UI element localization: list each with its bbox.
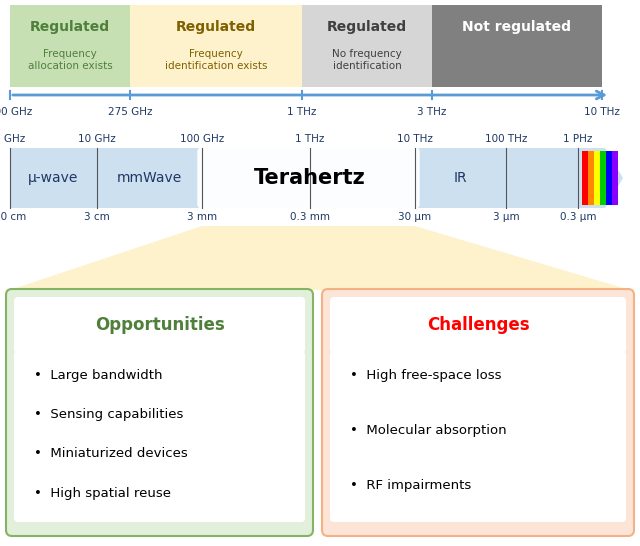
Text: 100 THz: 100 THz <box>485 134 527 144</box>
Text: 3 cm: 3 cm <box>84 212 110 222</box>
Text: 30 μm: 30 μm <box>399 212 431 222</box>
Text: Challenges: Challenges <box>427 316 529 334</box>
Bar <box>582 151 588 205</box>
Text: 10 THz: 10 THz <box>397 134 433 144</box>
Text: IR: IR <box>453 171 467 185</box>
FancyBboxPatch shape <box>14 297 305 353</box>
Polygon shape <box>10 226 630 290</box>
Bar <box>606 151 612 205</box>
FancyBboxPatch shape <box>330 351 626 522</box>
Text: •  Sensing capabilities: • Sensing capabilities <box>34 408 184 421</box>
Bar <box>600 151 606 205</box>
Text: •  Large bandwidth: • Large bandwidth <box>34 369 163 382</box>
Text: 3 μm: 3 μm <box>493 212 519 222</box>
FancyBboxPatch shape <box>322 289 634 536</box>
Bar <box>302 5 432 87</box>
Text: •  RF impairments: • RF impairments <box>350 479 471 492</box>
Text: mmWave: mmWave <box>116 171 182 185</box>
FancyBboxPatch shape <box>330 297 626 353</box>
Text: Regulated: Regulated <box>327 20 407 34</box>
Polygon shape <box>10 148 623 208</box>
Text: •  Molecular absorption: • Molecular absorption <box>350 424 507 437</box>
Text: •  High free-space loss: • High free-space loss <box>350 369 502 382</box>
Text: 0.3 mm: 0.3 mm <box>290 212 330 222</box>
Text: Frequency
identification exists: Frequency identification exists <box>164 49 268 71</box>
Text: 1 THz: 1 THz <box>287 107 317 117</box>
Text: 1 THz: 1 THz <box>295 134 324 144</box>
Text: Regulated: Regulated <box>176 20 256 34</box>
FancyBboxPatch shape <box>198 148 419 208</box>
Text: 1 GHz: 1 GHz <box>0 134 26 144</box>
Text: 100 GHz: 100 GHz <box>180 134 224 144</box>
Text: Opportunities: Opportunities <box>95 316 225 334</box>
Bar <box>432 5 602 87</box>
Text: 100 GHz: 100 GHz <box>0 107 32 117</box>
Text: 3 mm: 3 mm <box>187 212 217 222</box>
Text: •  High spatial reuse: • High spatial reuse <box>34 487 171 500</box>
Bar <box>130 5 302 87</box>
Text: μ-wave: μ-wave <box>28 171 78 185</box>
Bar <box>10 5 130 87</box>
Text: Not regulated: Not regulated <box>463 20 572 34</box>
Text: 275 GHz: 275 GHz <box>108 107 152 117</box>
Bar <box>612 151 618 205</box>
FancyBboxPatch shape <box>14 351 305 522</box>
Text: 10 THz: 10 THz <box>584 107 620 117</box>
Text: Frequency
allocation exists: Frequency allocation exists <box>28 49 113 71</box>
Bar <box>588 151 594 205</box>
Text: 30 cm: 30 cm <box>0 212 26 222</box>
Text: 0.3 μm: 0.3 μm <box>560 212 596 222</box>
Text: 1 PHz: 1 PHz <box>563 134 593 144</box>
Text: 3 THz: 3 THz <box>417 107 447 117</box>
FancyBboxPatch shape <box>6 289 313 536</box>
Text: No frequency
identification: No frequency identification <box>332 49 402 71</box>
Text: Terahertz: Terahertz <box>254 168 366 188</box>
Text: Regulated: Regulated <box>30 20 110 34</box>
Text: 10 GHz: 10 GHz <box>78 134 116 144</box>
Text: •  Miniaturized devices: • Miniaturized devices <box>34 447 188 460</box>
Bar <box>594 151 600 205</box>
